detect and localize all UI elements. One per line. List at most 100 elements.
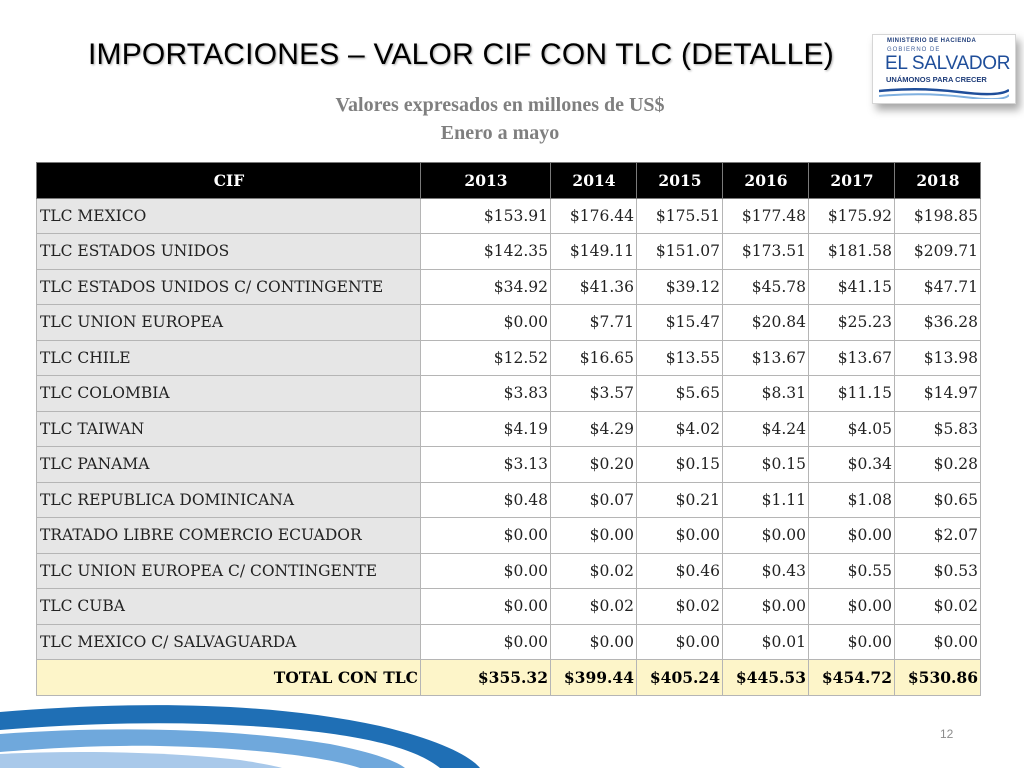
value-cell: $4.02 (636, 410, 723, 447)
value-cell: $0.21 (636, 481, 723, 518)
value-cell: $39.12 (636, 268, 723, 305)
value-cell: $3.13 (420, 446, 551, 483)
value-cell: $4.29 (550, 410, 637, 447)
table-row: TLC UNION EUROPEA $0.00 $7.71 $15.47 $20.84 $… (36, 304, 981, 341)
value-cell: $0.00 (894, 623, 981, 660)
table-row: TLC CUBA $0.00 $0.02 $0.02 $0.00 $0.00 $0.02 (36, 588, 981, 625)
row-label: TLC ESTADOS UNIDOS (36, 233, 421, 270)
logo-wave-icon (879, 87, 1009, 99)
value-cell: $7.71 (550, 304, 637, 341)
value-cell: $0.00 (550, 623, 637, 660)
value-cell: $41.36 (550, 268, 637, 305)
value-cell: $142.35 (420, 233, 551, 270)
total-value-cell: $405.24 (636, 659, 723, 696)
column-header-year: 2016 (722, 162, 809, 199)
value-cell: $45.78 (722, 268, 809, 305)
value-cell: $0.55 (808, 552, 895, 589)
value-cell: $13.67 (808, 339, 895, 376)
row-label: TLC TAIWAN (36, 410, 421, 447)
row-label: TLC UNION EUROPEA (36, 304, 421, 341)
value-cell: $0.00 (420, 623, 551, 660)
value-cell: $5.83 (894, 410, 981, 447)
table-row: TLC COLOMBIA $3.83 $3.57 $5.65 $8.31 $11.15 $1… (36, 375, 981, 412)
value-cell: $177.48 (722, 197, 809, 234)
value-cell: $0.00 (722, 588, 809, 625)
value-cell: $4.05 (808, 410, 895, 447)
column-header-year: 2013 (420, 162, 551, 199)
row-label: TLC PANAMA (36, 446, 421, 483)
el-salvador-logo: MINISTERIO DE HACIENDA GOBIERNO DE EL SA… (872, 34, 1016, 104)
value-cell: $0.48 (420, 481, 551, 518)
footer-wave-decoration (0, 705, 480, 768)
row-label: TLC CUBA (36, 588, 421, 625)
value-cell: $0.00 (808, 623, 895, 660)
value-cell: $3.57 (550, 375, 637, 412)
page-number: 12 (940, 727, 954, 741)
value-cell: $13.55 (636, 339, 723, 376)
value-cell: $0.01 (722, 623, 809, 660)
logo-name-text: EL SALVADOR (885, 53, 1011, 74)
value-cell: $175.51 (636, 197, 723, 234)
slide-title: IMPORTACIONES – VALOR CIF CON TLC (DETAL… (88, 38, 834, 71)
cif-table: CIF 2013 2014 2015 2016 2017 2018 TLC MEXICO $1… (36, 162, 981, 696)
total-value-cell: $454.72 (808, 659, 895, 696)
table-row: TLC REPUBLICA DOMINICANA $0.48 $0.07 $0.21 $… (36, 481, 981, 518)
value-cell: $0.34 (808, 446, 895, 483)
value-cell: $0.02 (550, 588, 637, 625)
value-cell: $0.00 (420, 517, 551, 554)
value-cell: $41.15 (808, 268, 895, 305)
value-cell: $12.52 (420, 339, 551, 376)
value-cell: $2.07 (894, 517, 981, 554)
value-cell: $13.67 (722, 339, 809, 376)
table-row: TLC PANAMA $3.13 $0.20 $0.15 $0.15 $0.34 $0.28 (36, 446, 981, 483)
value-cell: $0.00 (808, 588, 895, 625)
value-cell: $16.65 (550, 339, 637, 376)
value-cell: $0.00 (420, 304, 551, 341)
value-cell: $0.00 (636, 517, 723, 554)
value-cell: $198.85 (894, 197, 981, 234)
value-cell: $47.71 (894, 268, 981, 305)
value-cell: $0.28 (894, 446, 981, 483)
value-cell: $151.07 (636, 233, 723, 270)
table-row: TLC TAIWAN $4.19 $4.29 $4.02 $4.24 $4.05 $5.83 (36, 410, 981, 447)
value-cell: $1.08 (808, 481, 895, 518)
value-cell: $153.91 (420, 197, 551, 234)
value-cell: $15.47 (636, 304, 723, 341)
table-row: TRATADO LIBRE COMERCIO ECUADOR $0.00 $0.00… (36, 517, 981, 554)
value-cell: $11.15 (808, 375, 895, 412)
table-row: TLC CHILE $12.52 $16.65 $13.55 $13.67 $13.67 $… (36, 339, 981, 376)
row-label: TLC MEXICO C/ SALVAGUARDA (36, 623, 421, 660)
value-cell: $36.28 (894, 304, 981, 341)
total-value-cell: $399.44 (550, 659, 637, 696)
value-cell: $0.00 (420, 588, 551, 625)
total-row: TOTAL CON TLC $355.32 $399.44 $405.24 $445.5… (36, 659, 981, 696)
value-cell: $173.51 (722, 233, 809, 270)
value-cell: $0.00 (722, 517, 809, 554)
row-label: TLC CHILE (36, 339, 421, 376)
logo-tagline-text: UNÁMONOS PARA CRECER (886, 75, 987, 84)
table-header-row: CIF 2013 2014 2015 2016 2017 2018 (36, 162, 981, 199)
value-cell: $5.65 (636, 375, 723, 412)
column-header-year: 2014 (550, 162, 637, 199)
slide-subtitle-units: Valores expresados en millones de US$ (335, 94, 665, 116)
logo-ministry-text: MINISTERIO DE HACIENDA (887, 38, 977, 44)
row-label: TLC COLOMBIA (36, 375, 421, 412)
row-label: TLC ESTADOS UNIDOS C/ CONTINGENTE (36, 268, 421, 305)
logo-gob-text: GOBIERNO DE (887, 47, 941, 53)
column-header-cif: CIF (36, 162, 421, 199)
value-cell: $181.58 (808, 233, 895, 270)
value-cell: $0.15 (636, 446, 723, 483)
value-cell: $209.71 (894, 233, 981, 270)
value-cell: $4.24 (722, 410, 809, 447)
value-cell: $25.23 (808, 304, 895, 341)
total-value-cell: $530.86 (894, 659, 981, 696)
table-row: TLC ESTADOS UNIDOS $142.35 $149.11 $151.07 $… (36, 233, 981, 270)
value-cell: $0.00 (420, 552, 551, 589)
value-cell: $20.84 (722, 304, 809, 341)
table-row: TLC MEXICO $153.91 $176.44 $175.51 $177.48 $1… (36, 197, 981, 234)
value-cell: $14.97 (894, 375, 981, 412)
table-row: TLC MEXICO C/ SALVAGUARDA $0.00 $0.00 $0.00… (36, 623, 981, 660)
value-cell: $34.92 (420, 268, 551, 305)
row-label: TLC REPUBLICA DOMINICANA (36, 481, 421, 518)
column-header-year: 2018 (894, 162, 981, 199)
